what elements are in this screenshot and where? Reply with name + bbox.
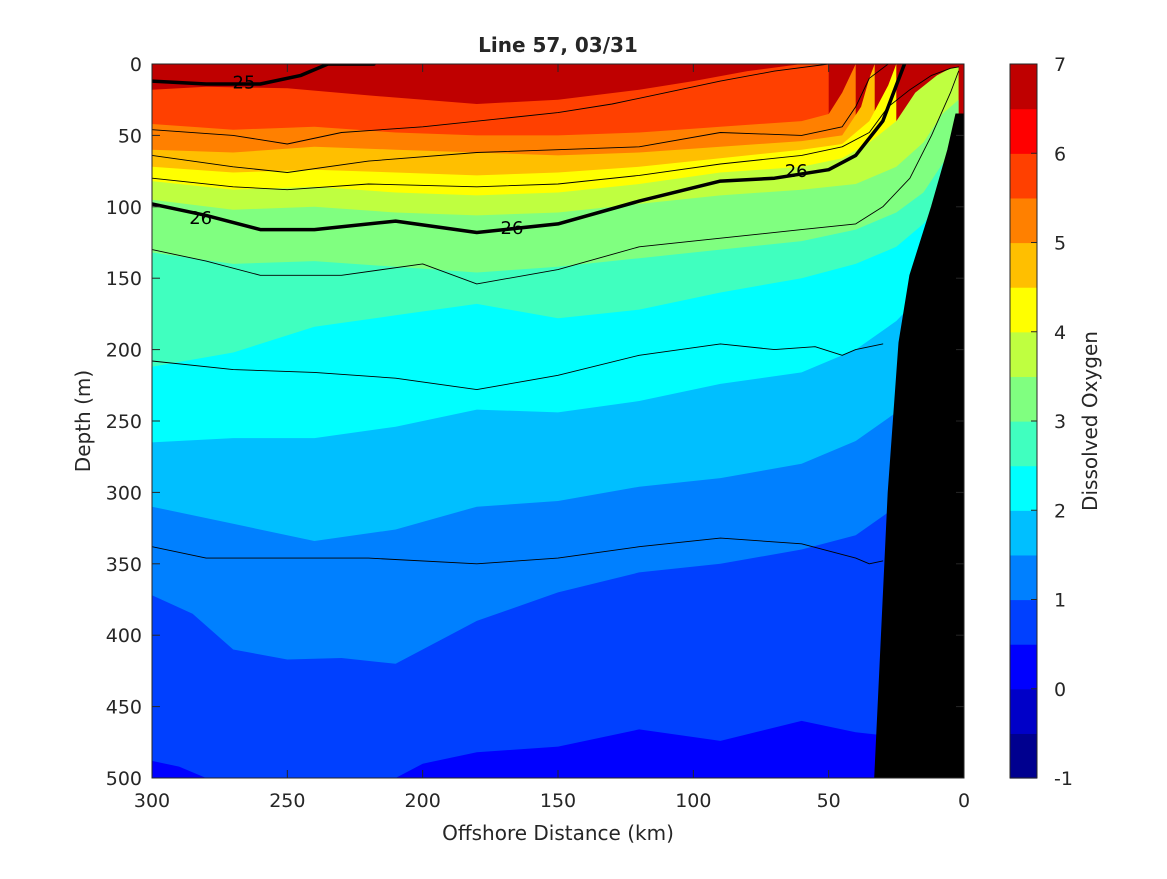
- colorbar-segment-1: [1010, 688, 1037, 734]
- x-axis-ticks: 300 250 200 150 100 50 0: [134, 64, 970, 812]
- y-tick-label-0: 0: [130, 54, 142, 76]
- colorbar-segment-3: [1010, 599, 1037, 645]
- density-contour-2: [152, 66, 960, 191]
- colorbar-tick-label-7: 7: [1054, 54, 1066, 76]
- y-tick-label-500: 500: [106, 768, 142, 790]
- y-tick-label-100: 100: [106, 197, 142, 219]
- x-tick-label-200: 200: [405, 790, 441, 812]
- colorbar-segment-11: [1010, 242, 1037, 288]
- density-contour-25-7: [152, 64, 376, 86]
- y-axis-label: Depth (m): [71, 370, 95, 472]
- x-tick-label-250: 250: [269, 790, 305, 812]
- colorbar-segment-12: [1010, 197, 1037, 244]
- contour-label-26-2: 26: [501, 218, 524, 239]
- colorbar: -1 0 1 2 3 4 5 6 7: [1009, 54, 1073, 790]
- colorbar-segment-6: [1010, 465, 1037, 511]
- colorbar-segment-7: [1010, 421, 1037, 467]
- colorbar-label: Dissolved Oxygen: [1078, 331, 1102, 511]
- y-tick-label-450: 450: [106, 697, 142, 719]
- colorbar-tick-label-3: 3: [1054, 411, 1066, 433]
- y-tick-label-300: 300: [106, 482, 142, 504]
- x-tick-label-300: 300: [134, 790, 170, 812]
- colorbar-segment-5: [1010, 510, 1037, 556]
- oxygen-fill-layer: [152, 64, 964, 778]
- colorbar-segment-0: [1010, 733, 1037, 779]
- y-tick-label-250: 250: [106, 411, 142, 433]
- seafloor-layer: [874, 113, 964, 778]
- density-contour-0: [152, 64, 889, 145]
- x-tick-label-100: 100: [675, 790, 711, 812]
- density-contour-5: [152, 343, 884, 391]
- colorbar-segment-9: [1010, 331, 1037, 377]
- y-tick-label-50: 50: [118, 125, 142, 147]
- colorbar-segment-8: [1010, 376, 1037, 422]
- density-contour-6: [152, 537, 884, 565]
- seafloor: [874, 113, 964, 778]
- colorbar-segment-4: [1010, 554, 1037, 601]
- y-tick-label-150: 150: [106, 268, 142, 290]
- colorbar-segment-10: [1010, 287, 1037, 333]
- colorbar-segment-13: [1010, 153, 1037, 199]
- y-tick-label-200: 200: [106, 340, 142, 362]
- colorbar-segment-15: [1010, 64, 1037, 110]
- colorbar-tick-label-6: 6: [1054, 143, 1066, 165]
- density-contour-26-3: [152, 64, 907, 235]
- colorbar-tick-label-2: 2: [1054, 500, 1066, 522]
- x-axis-label: Offshore Distance (km): [442, 821, 674, 845]
- oxygen-band-max: [152, 64, 222, 74]
- y-axis-ticks: 0 50 100 150 200 250 300 350 400 450 500: [106, 54, 964, 790]
- y-tick-label-400: 400: [106, 625, 142, 647]
- contour-label-layer: 25 26 26 26: [189, 73, 807, 240]
- density-contour-1: [152, 64, 889, 173]
- contour-label-26-1: 26: [189, 208, 212, 229]
- chart-title: Line 57, 03/31: [478, 33, 638, 57]
- y-tick-label-350: 350: [106, 554, 142, 576]
- colorbar-tick-label--1: -1: [1054, 768, 1073, 790]
- colorbar-tick-label-1: 1: [1054, 590, 1066, 612]
- contour-label-25-0: 25: [233, 73, 256, 94]
- oxygen-band-1: [152, 392, 959, 778]
- colorbar-tick-label-4: 4: [1054, 322, 1066, 344]
- x-tick-label-0: 0: [958, 790, 970, 812]
- colorbar-tick-label-5: 5: [1054, 233, 1066, 255]
- contour-label-26-3: 26: [785, 161, 808, 182]
- colorbar-tick-label-0: 0: [1054, 679, 1066, 701]
- density-contour-4: [152, 70, 960, 285]
- x-tick-label-150: 150: [540, 790, 576, 812]
- colorbar-segment-14: [1010, 108, 1037, 154]
- density-contour-layer: [152, 64, 960, 565]
- colorbar-segment-2: [1010, 644, 1037, 690]
- x-tick-label-50: 50: [817, 790, 841, 812]
